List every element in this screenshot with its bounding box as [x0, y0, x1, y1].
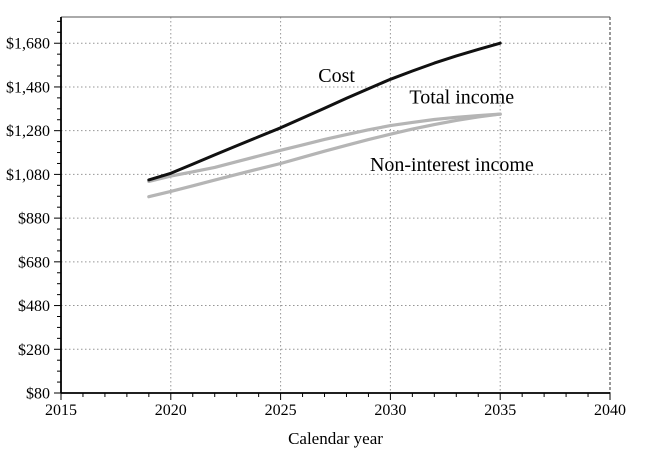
annotation-non-interest-income: Non-interest income — [370, 154, 534, 176]
x-tick-label: 2015 — [45, 402, 77, 419]
total-income-line — [147, 112, 502, 183]
y-tick-label: $1,680 — [6, 36, 50, 53]
y-tick-label: $480 — [18, 298, 50, 315]
x-tick-label: 2040 — [594, 402, 626, 419]
x-tick-label: 2030 — [374, 402, 406, 419]
y-tick-label: $80 — [26, 386, 50, 403]
y-tick-label: $880 — [18, 211, 50, 228]
non-interest-income-line — [147, 112, 502, 199]
y-tick-label: $280 — [18, 342, 50, 359]
x-axis-title: Calendar year — [288, 429, 383, 448]
x-tick-label: 2025 — [265, 402, 297, 419]
y-tick-label: $1,480 — [6, 79, 50, 96]
x-tick-label: 2035 — [484, 402, 516, 419]
y-tick-label: $680 — [18, 254, 50, 271]
y-tick-label: $1,280 — [6, 123, 50, 140]
cost-line — [147, 41, 502, 182]
y-tick-label: $1,080 — [6, 167, 50, 184]
x-tick-label: 2020 — [155, 402, 187, 419]
annotation-cost: Cost — [318, 65, 355, 87]
annotation-total-income: Total income — [409, 86, 514, 108]
